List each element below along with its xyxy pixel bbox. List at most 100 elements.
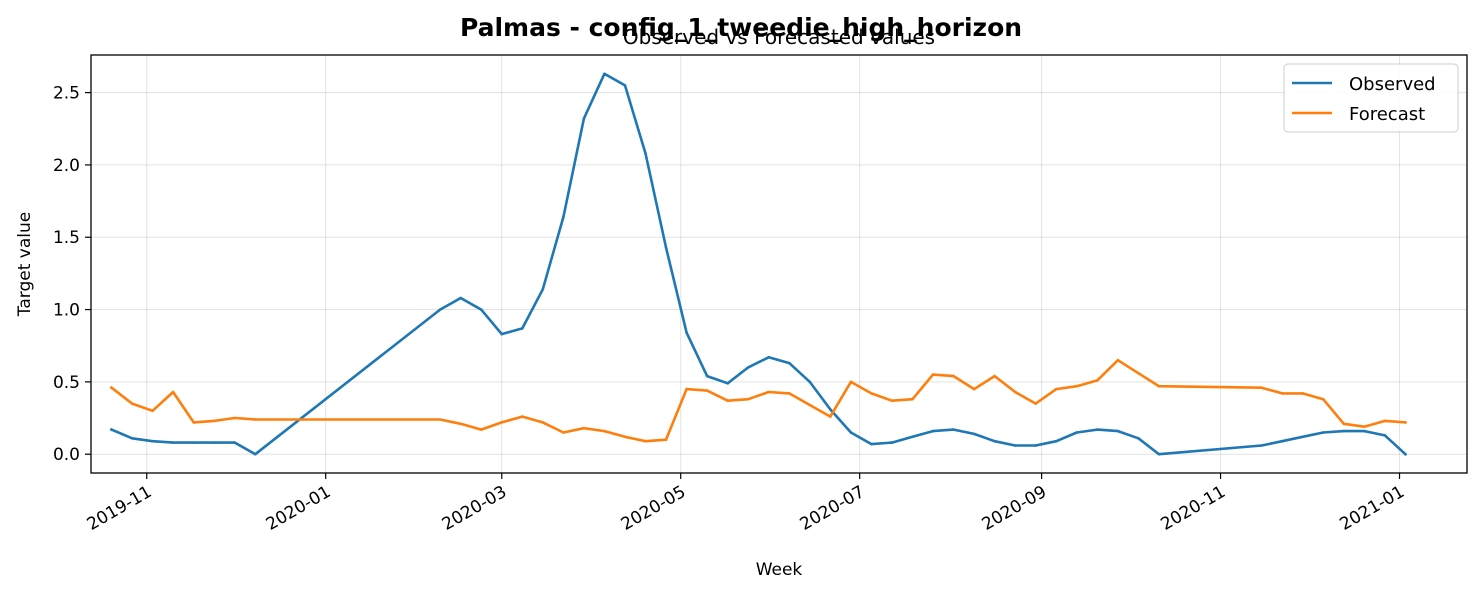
data-point-observed bbox=[1321, 431, 1325, 434]
data-point-observed bbox=[829, 408, 832, 411]
data-point-observed bbox=[1096, 428, 1099, 431]
data-point-forecast bbox=[1280, 392, 1284, 395]
data-point-forecast bbox=[1301, 392, 1304, 395]
data-point-observed bbox=[171, 441, 175, 444]
data-point-observed bbox=[582, 117, 586, 120]
data-point-observed bbox=[972, 432, 976, 436]
data-point-forecast bbox=[130, 402, 134, 405]
data-point-observed bbox=[1116, 429, 1120, 433]
data-point-observed bbox=[664, 246, 668, 249]
data-point-observed bbox=[1301, 435, 1304, 439]
data-point-forecast bbox=[808, 403, 812, 407]
data-point-observed bbox=[438, 308, 442, 311]
data-point-forecast bbox=[890, 399, 894, 403]
data-point-forecast bbox=[911, 397, 914, 401]
data-point-forecast bbox=[233, 416, 237, 420]
plot-frame bbox=[90, 54, 1468, 474]
data-point-forecast bbox=[1013, 390, 1017, 394]
data-point-forecast bbox=[849, 380, 853, 384]
data-point-forecast bbox=[438, 418, 442, 421]
data-point-forecast bbox=[479, 428, 483, 431]
data-point-observed bbox=[849, 431, 853, 434]
data-point-observed bbox=[459, 296, 463, 300]
data-point-forecast bbox=[931, 373, 935, 376]
data-point-forecast bbox=[541, 421, 545, 424]
data-point-forecast bbox=[562, 431, 565, 434]
data-point-forecast bbox=[767, 390, 770, 394]
data-point-forecast bbox=[664, 438, 668, 442]
data-point-forecast bbox=[1137, 371, 1140, 375]
data-point-forecast bbox=[746, 397, 750, 401]
data-point-observed bbox=[192, 441, 195, 444]
data-point-observed bbox=[212, 441, 216, 444]
legend-label-observed: Observed bbox=[1349, 74, 1436, 95]
data-point-observed bbox=[767, 356, 770, 359]
data-point-observed bbox=[1404, 452, 1407, 456]
data-point-forecast bbox=[521, 415, 524, 418]
data-point-forecast bbox=[952, 374, 955, 378]
data-point-forecast bbox=[1116, 358, 1120, 362]
y-tick-label: 2.0 bbox=[53, 156, 80, 176]
data-point-forecast bbox=[993, 374, 996, 378]
data-point-observed bbox=[1260, 444, 1263, 447]
data-point-observed bbox=[1137, 437, 1140, 440]
data-point-forecast bbox=[582, 426, 586, 430]
y-tick-label: 0.5 bbox=[53, 373, 80, 393]
legend: Observed Forecast bbox=[1283, 63, 1459, 133]
data-point-observed bbox=[993, 439, 996, 443]
data-point-observed bbox=[562, 215, 565, 219]
data-point-forecast bbox=[192, 421, 195, 424]
data-point-observed bbox=[911, 435, 914, 439]
data-point-observed bbox=[1034, 444, 1037, 447]
data-point-observed bbox=[233, 441, 237, 444]
y-tick-label: 0.0 bbox=[53, 445, 80, 465]
data-point-forecast bbox=[151, 409, 154, 413]
data-point-observed bbox=[1280, 439, 1284, 443]
data-point-observed bbox=[870, 442, 873, 446]
data-point-observed bbox=[705, 374, 709, 378]
data-point-observed bbox=[726, 382, 729, 385]
x-axis-label: Week bbox=[756, 560, 803, 580]
data-point-forecast bbox=[726, 399, 729, 403]
data-point-forecast bbox=[1034, 402, 1037, 405]
chart-suptitle: Palmas - config_1_tweedie_high_horizon bbox=[460, 13, 1022, 42]
data-point-observed bbox=[1013, 444, 1017, 447]
data-point-forecast bbox=[870, 392, 873, 395]
data-point-observed bbox=[1383, 434, 1387, 437]
data-point-forecast bbox=[1075, 384, 1079, 388]
data-point-forecast bbox=[1321, 397, 1325, 401]
y-tick-label: 2.5 bbox=[53, 84, 80, 104]
data-point-forecast bbox=[788, 392, 791, 395]
data-point-forecast bbox=[500, 421, 504, 424]
data-point-observed bbox=[521, 327, 524, 330]
data-point-forecast bbox=[1342, 422, 1346, 426]
y-axis-label: Target value bbox=[15, 212, 35, 317]
data-point-observed bbox=[151, 439, 154, 443]
data-point-observed bbox=[1055, 439, 1058, 443]
data-point-observed bbox=[110, 428, 113, 431]
data-point-observed bbox=[952, 428, 955, 431]
data-point-forecast bbox=[1157, 384, 1161, 388]
y-axis: 0.0 0.5 1.0 1.5 2.0 2.5 bbox=[53, 84, 91, 465]
data-point-forecast bbox=[1404, 421, 1407, 424]
y-tick-label: 1.5 bbox=[53, 228, 80, 248]
series-line-observed bbox=[109, 72, 1408, 457]
data-point-forecast bbox=[972, 387, 976, 391]
data-point-forecast bbox=[685, 387, 688, 391]
data-point-observed bbox=[644, 152, 647, 155]
data-point-observed bbox=[479, 308, 483, 311]
data-point-observed bbox=[1157, 452, 1161, 456]
legend-box bbox=[1283, 63, 1459, 133]
data-point-observed bbox=[254, 452, 257, 456]
data-point-observed bbox=[541, 288, 545, 291]
data-point-observed bbox=[808, 380, 812, 384]
data-point-observed bbox=[623, 84, 627, 87]
data-point-forecast bbox=[459, 422, 463, 426]
data-point-observed bbox=[890, 441, 894, 444]
legend-label-forecast: Forecast bbox=[1349, 104, 1425, 125]
data-point-forecast bbox=[1260, 386, 1263, 390]
chart-title: Observed vs Forecasted values bbox=[623, 25, 935, 49]
data-point-observed bbox=[1075, 431, 1079, 434]
series-lines bbox=[109, 72, 1408, 457]
